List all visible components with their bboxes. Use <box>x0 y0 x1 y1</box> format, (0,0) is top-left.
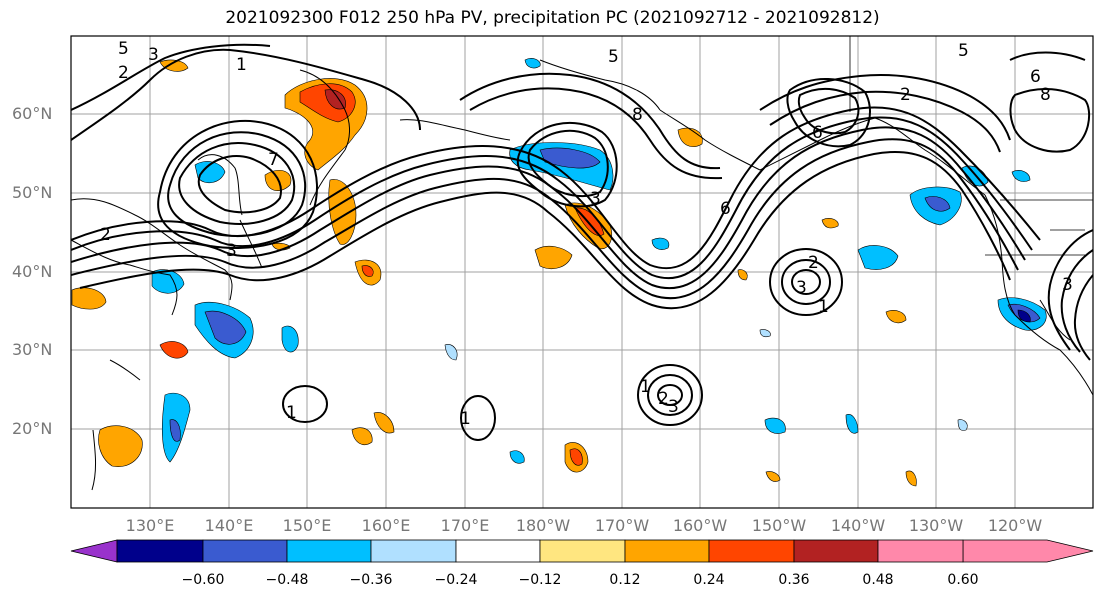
contour-label: 6 <box>812 123 823 143</box>
colorbar-tick: 0.36 <box>778 572 810 588</box>
lat-label: 40°N <box>12 262 53 281</box>
lat-label: 60°N <box>12 104 53 123</box>
lon-label: 160°E <box>361 516 411 535</box>
borders <box>849 36 1093 256</box>
coastlines <box>71 59 1093 491</box>
colorbar-segment <box>202 539 288 563</box>
colorbar-tick: 0.48 <box>862 572 894 588</box>
colorbar-segment <box>877 539 964 563</box>
lon-label: 160°W <box>672 516 728 535</box>
colorbar-segment <box>116 539 204 563</box>
lat-label: 50°N <box>12 183 53 202</box>
lon-label: 130°W <box>908 516 964 535</box>
lon-label: 150°W <box>751 516 807 535</box>
contour-label: 3 <box>590 189 601 209</box>
lon-label: 120°W <box>987 516 1043 535</box>
contour-label: 6 <box>720 199 731 219</box>
contour-label: 1 <box>286 403 297 423</box>
contour-label: 8 <box>1040 85 1051 105</box>
contour-label: 1 <box>818 297 829 317</box>
contour-label: 5 <box>958 41 969 61</box>
contour-label: 3 <box>796 278 807 298</box>
lat-label: 20°N <box>12 419 53 438</box>
lon-label: 170°E <box>440 516 490 535</box>
colorbar-segment <box>539 539 626 563</box>
lon-label: 170°W <box>594 516 650 535</box>
colorbar-tick: −0.12 <box>518 572 562 588</box>
contour-label: 7 <box>268 150 279 170</box>
colorbar-tick: −0.24 <box>434 572 478 588</box>
contour-label: 2 <box>900 85 911 105</box>
contour-label: 1 <box>640 377 651 397</box>
colorbar-segment <box>455 539 541 563</box>
colorbar-segment <box>793 539 879 563</box>
contour-label: 6 <box>1030 67 1041 87</box>
contour-label: 2 <box>658 389 669 409</box>
lon-label: 140°W <box>830 516 886 535</box>
colorbar-tick: −0.36 <box>349 572 393 588</box>
colorbar-extension-low <box>70 539 118 563</box>
colorbar <box>70 539 1094 563</box>
pv-contours <box>71 43 1093 361</box>
lat-label: 30°N <box>12 340 53 359</box>
map-title: 2021092300 F012 250 hPa PV, precipitatio… <box>225 8 880 28</box>
pv-closed-lows <box>282 248 843 441</box>
map-frame <box>70 35 1094 509</box>
lon-label: 180°W <box>515 516 571 535</box>
colorbar-tick: 0.24 <box>693 572 725 588</box>
contour-label: 5 <box>608 47 619 67</box>
colorbar-segment <box>624 539 710 563</box>
lon-label: 150°E <box>282 516 332 535</box>
graticule <box>71 36 1093 508</box>
precip-negative-areas <box>151 58 1047 464</box>
contour-label: 1 <box>236 55 247 75</box>
contour-label: 3 <box>226 241 237 261</box>
contour-label: 2 <box>100 225 111 245</box>
colorbar-segment <box>286 539 372 563</box>
precip-positive-areas <box>71 59 917 487</box>
colorbar-extension-high <box>962 539 1094 563</box>
contour-label: 2 <box>118 63 129 83</box>
colorbar-tick: −0.48 <box>265 572 309 588</box>
contour-label: 2 <box>808 253 819 273</box>
colorbar-segment <box>370 539 457 563</box>
contour-label: 3 <box>148 45 159 65</box>
contour-label: 1 <box>460 409 471 429</box>
contour-label: 8 <box>632 105 643 125</box>
contour-labels: 5 3 2 1 7 2 5 8 6 6 2 5 6 8 3 2 3 1 1 2 … <box>100 39 1073 429</box>
contour-label: 3 <box>1062 275 1073 295</box>
lon-label: 130°E <box>125 516 175 535</box>
colorbar-tick: 0.60 <box>947 572 979 588</box>
contour-label: 3 <box>668 397 679 417</box>
colorbar-segment <box>708 539 795 563</box>
colorbar-tick: 0.12 <box>609 572 641 588</box>
colorbar-tick: −0.60 <box>181 572 225 588</box>
lon-label: 140°E <box>204 516 254 535</box>
contour-label: 5 <box>118 39 129 59</box>
